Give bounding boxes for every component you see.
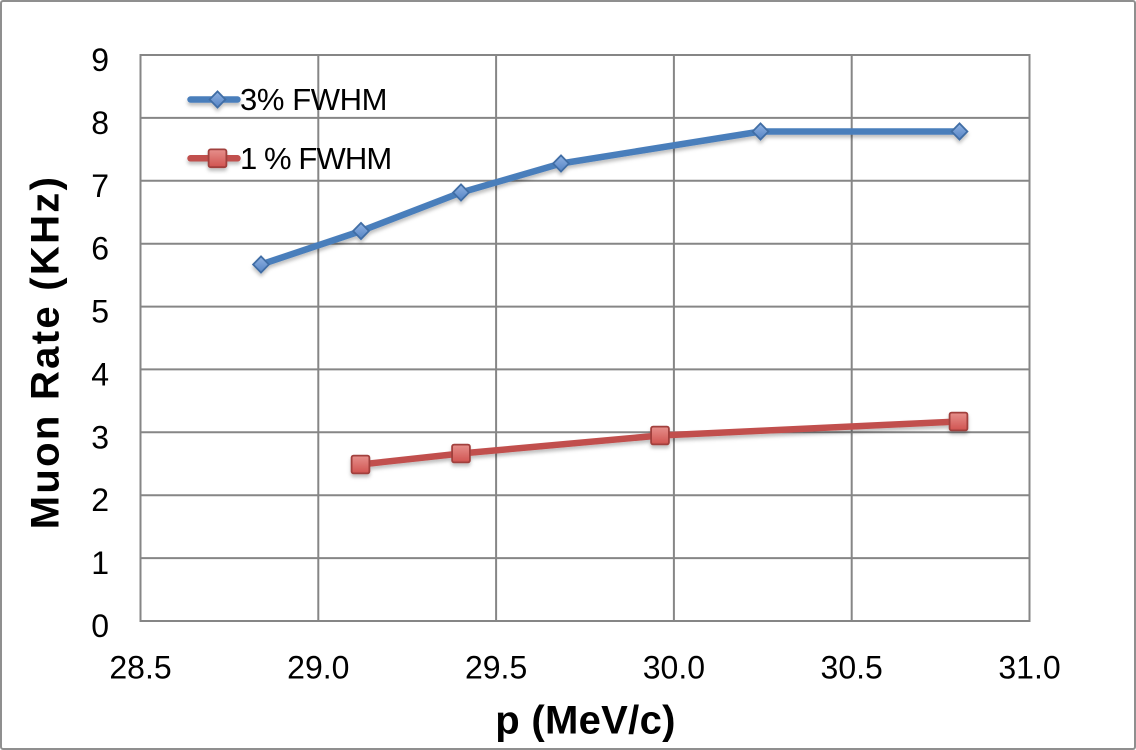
- svg-text:Muon Rate (KHz): Muon Rate (KHz): [24, 175, 68, 529]
- svg-text:3: 3: [91, 419, 109, 455]
- svg-text:p (MeV/c): p (MeV/c): [495, 699, 676, 743]
- svg-text:30.5: 30.5: [821, 650, 883, 686]
- svg-text:31.0: 31.0: [998, 650, 1060, 686]
- svg-text:29.5: 29.5: [465, 650, 527, 686]
- svg-text:1 % FWHM: 1 % FWHM: [240, 141, 391, 176]
- svg-text:28.5: 28.5: [109, 650, 171, 686]
- svg-text:7: 7: [91, 168, 109, 204]
- svg-text:2: 2: [91, 482, 109, 518]
- svg-text:4: 4: [91, 356, 109, 392]
- svg-text:8: 8: [91, 105, 109, 141]
- svg-text:3% FWHM: 3% FWHM: [240, 82, 387, 117]
- svg-text:6: 6: [91, 231, 109, 267]
- svg-text:5: 5: [91, 294, 109, 330]
- svg-text:30.0: 30.0: [643, 650, 705, 686]
- svg-text:0: 0: [91, 608, 109, 644]
- svg-text:9: 9: [91, 42, 109, 78]
- svg-text:1: 1: [91, 545, 109, 581]
- svg-text:29.0: 29.0: [287, 650, 349, 686]
